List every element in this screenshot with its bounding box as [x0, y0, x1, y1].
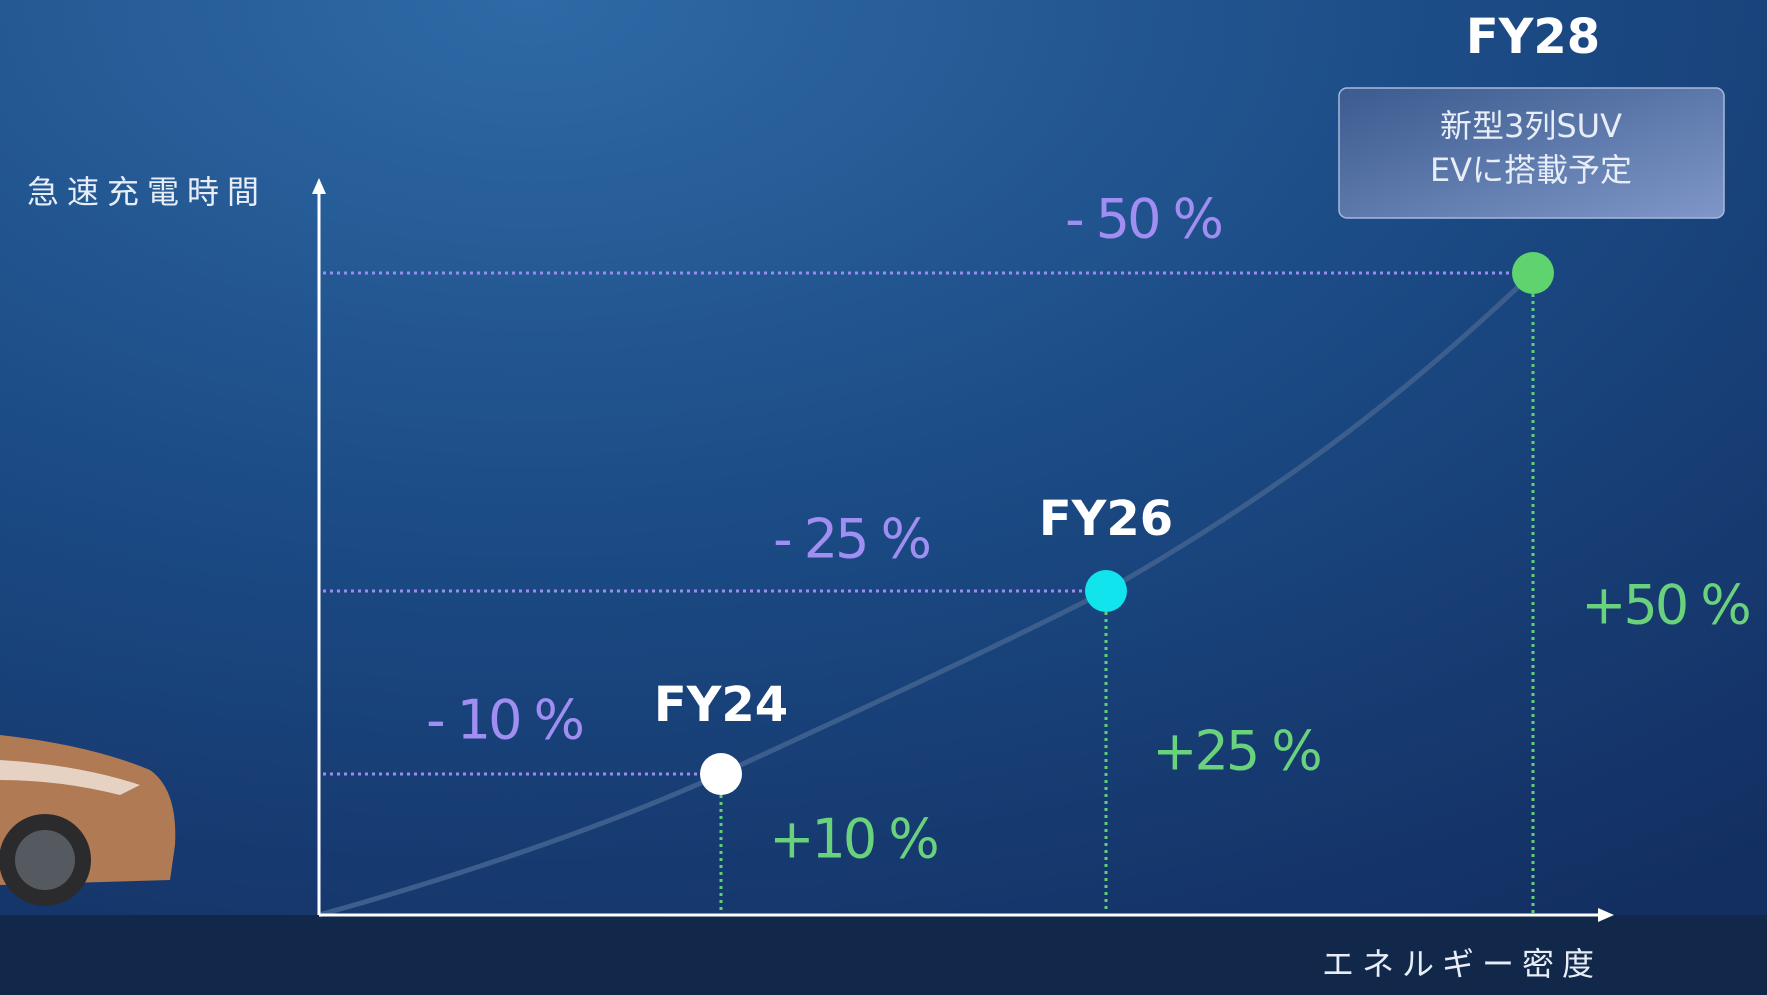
density-label: +25 % [1152, 720, 1320, 783]
callout-text: 新型3列SUV [1440, 107, 1622, 145]
x-arrow [1598, 908, 1614, 922]
y-axis-label: 急速充電時間 [27, 173, 267, 211]
point [1085, 570, 1127, 612]
density-label: +50 % [1581, 574, 1749, 637]
density-label: +10 % [769, 808, 937, 871]
point-label: FY24 [654, 677, 788, 733]
time-label: - 50 % [1065, 188, 1222, 251]
x-axis-label: エネルギー密度 [1322, 945, 1602, 983]
point-label: FY26 [1039, 491, 1173, 547]
y-arrow [312, 178, 326, 194]
time-label: - 10 % [426, 689, 583, 752]
point-label: FY28 [1466, 9, 1600, 65]
point [700, 753, 742, 795]
floor-band [0, 915, 1767, 995]
callout-box [1338, 87, 1725, 219]
time-label: - 25 % [773, 508, 930, 571]
point [1512, 252, 1554, 294]
callout-text: EVに搭載予定 [1430, 151, 1632, 189]
car [0, 735, 176, 906]
curve [318, 271, 1535, 918]
